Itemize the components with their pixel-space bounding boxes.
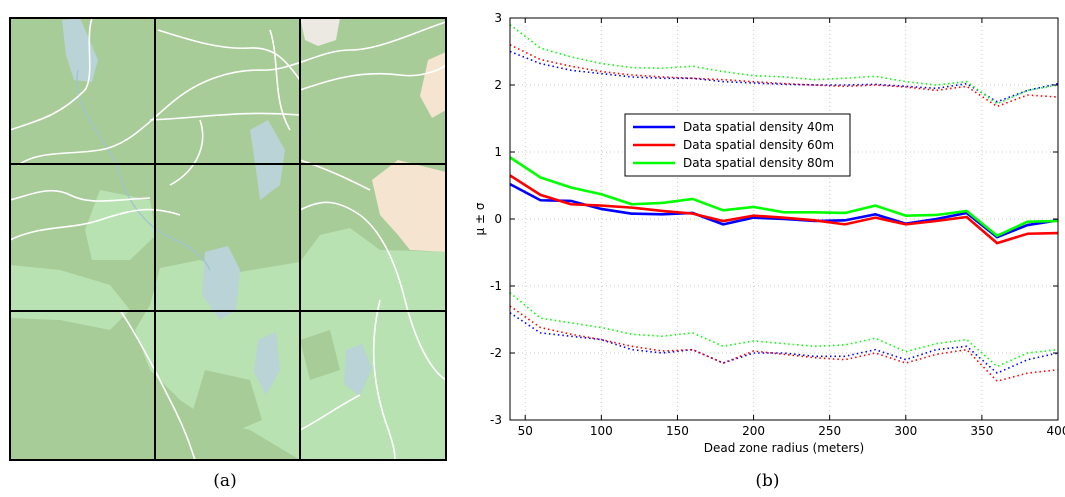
river [76,69,211,271]
axis-ticks: 50 100 150 200 250 300 350 400 -3 -2 -1 0 1 2 3 [490,11,1065,438]
y-axis-label: μ ± σ [473,202,487,235]
legend-label-1: Data spatial density 40m [683,120,834,134]
mean-line-1 [509,183,1059,239]
legend: Data spatial density 40m Data spatial den… [624,113,851,177]
lower-band-line-2 [509,305,1059,383]
water-area [344,344,372,396]
x-tick-label: 50 [518,424,533,438]
mean-line-2 [509,174,1059,245]
x-axis-label: Dead zone radius (meters) [704,441,864,455]
forest-area [10,265,130,330]
y-tick-label: 1 [494,145,502,159]
urban-area [372,160,446,252]
upper-band-line-2 [509,44,1059,108]
x-tick-label: 300 [894,424,917,438]
x-tick-label: 250 [818,424,841,438]
x-tick-label: 350 [970,424,993,438]
x-tick-label: 400 [1047,424,1065,438]
mean-line-3 [509,156,1059,238]
line-chart: 50 100 150 200 250 300 350 400 -3 -2 -1 0 1 2 3 Dead z… [473,11,1065,455]
land-area [190,370,262,440]
y-tick-label: -2 [490,346,502,360]
legend-label-2: Data spatial density 60m [683,138,834,152]
caption-b: (b) [755,471,780,491]
x-tick-label: 150 [666,424,689,438]
y-tick-label: 2 [494,78,502,92]
land-area [300,330,340,380]
water-area [250,120,285,200]
y-tick-label: 0 [494,212,502,226]
water-area [202,246,240,320]
upper-band-line-1 [509,50,1059,103]
grey-area [300,18,340,46]
map-panel: (a) [0,0,450,497]
sigma-band-lines [509,24,1059,383]
map-image [9,17,447,461]
legend-label-3: Data spatial density 80m [683,156,834,170]
caption-a: (a) [213,471,237,491]
chart-panel: 50 100 150 200 250 300 350 400 -3 -2 -1 0 1 2 3 Dead z… [470,0,1065,497]
forest-area [85,190,156,260]
upper-band-line-3 [509,24,1059,105]
y-tick-label: -3 [490,413,502,427]
mean-lines [509,156,1059,245]
tile-grid [9,17,447,461]
lower-band-line-3 [509,292,1059,368]
y-tick-label: -1 [490,279,502,293]
y-tick-label: 3 [494,11,502,25]
water-area [254,332,280,395]
x-tick-label: 100 [590,424,613,438]
roads [9,17,447,461]
lower-band-line-1 [509,312,1059,375]
x-tick-label: 200 [742,424,765,438]
